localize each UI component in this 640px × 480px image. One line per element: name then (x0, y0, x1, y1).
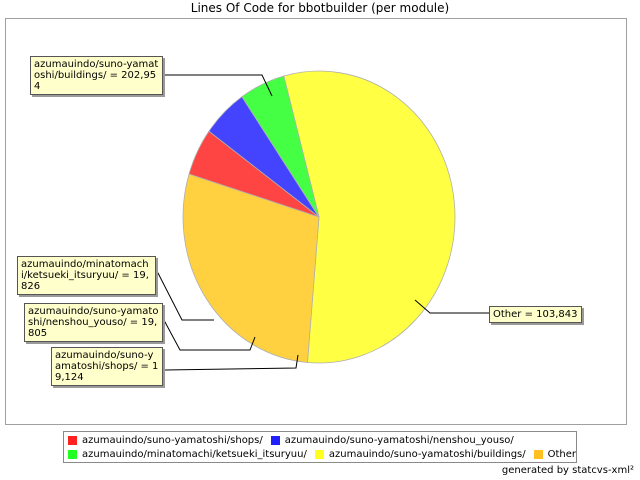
swatch-ketsueki (68, 450, 77, 459)
label-other: Other = 103,843 (489, 306, 582, 323)
legend-item-ketsueki: azumauindo/minatomachi/ketsueki_itsuryuu… (68, 449, 307, 460)
legend-label: azumauindo/suno-yamatoshi/buildings/ (328, 449, 526, 460)
legend-label: azumauindo/suno-yamatoshi/shops/ (82, 435, 263, 446)
pie-slice-4 (241, 75, 320, 218)
leader-line-3 (155, 354, 299, 371)
legend-label: azumauindo/minatomachi/ketsueki_itsuryuu… (82, 449, 307, 460)
legend-item-nenshou: azumauindo/suno-yamatoshi/nenshou_youso/ (270, 435, 514, 446)
legend-label: azumauindo/suno-yamatoshi/nenshou_youso/ (284, 435, 514, 446)
pie-slice-1 (182, 173, 320, 363)
footer-credit: generated by statcvs-xml² (501, 465, 634, 476)
swatch-shops (68, 436, 77, 445)
pie-slice-0 (283, 70, 456, 364)
swatch-nenshou (270, 436, 280, 445)
legend-item-buildings: azumauindo/suno-yamatoshi/buildings/ (314, 449, 526, 460)
label-ketsueki: azumauindo/minatomachi/ketsueki_itsuryuu… (17, 256, 156, 295)
legend-item-other: Other (533, 449, 577, 460)
legend-label: Other (547, 449, 577, 460)
swatch-buildings (314, 450, 324, 459)
leader-line-0 (155, 74, 273, 97)
swatch-other (533, 450, 543, 459)
label-nenshou: azumauindo/suno-yamatoshi/nenshou_youso/… (24, 303, 163, 342)
leader-line-4 (414, 299, 489, 314)
label-shops: azumauindo/suno-yamatoshi/shops/ = 19,12… (51, 347, 163, 386)
label-buildings: azumauindo/suno-yamatoshi/buildings/ = 2… (30, 56, 163, 95)
chart-title: Lines Of Code for bbotbuilder (per modul… (190, 1, 450, 15)
legend-item-shops: azumauindo/suno-yamatoshi/shops/ (68, 435, 263, 446)
legend: azumauindo/suno-yamatoshi/shops/ azumaui… (63, 431, 577, 463)
